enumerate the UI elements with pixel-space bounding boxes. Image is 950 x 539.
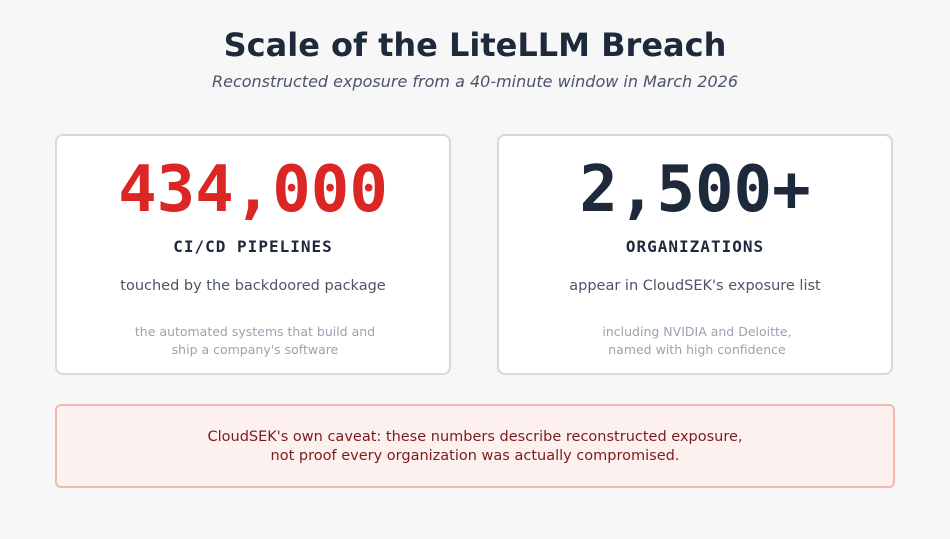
page-title: Scale of the LiteLLM Breach: [223, 26, 727, 64]
stat-description-organizations: appear in CloudSEK's exposure list: [569, 278, 821, 294]
stat-card-pipelines: 434,000 CI/CD PIPELINES touched by the b…: [55, 134, 451, 375]
stat-label-organizations: ORGANIZATIONS: [625, 237, 765, 256]
stat-label-pipelines: CI/CD PIPELINES: [173, 237, 333, 256]
stat-value-pipelines: 434,000: [118, 153, 388, 227]
stat-note-line: including NVIDIA and Deloitte,: [602, 324, 792, 339]
stat-note-organizations: including NVIDIA and Deloitte, named wit…: [539, 323, 855, 359]
stat-note-line: the automated systems that build and: [134, 324, 376, 339]
caveat-line: CloudSEK's own caveat: these numbers des…: [207, 429, 743, 445]
stat-description-pipelines: touched by the backdoored package: [120, 278, 386, 294]
stat-value-organizations: 2,500+: [579, 153, 811, 227]
stat-card-organizations: 2,500+ ORGANIZATIONS appear in CloudSEK'…: [497, 134, 893, 375]
caveat-banner: CloudSEK's own caveat: these numbers des…: [55, 404, 895, 488]
stat-note-pipelines: the automated systems that build and shi…: [97, 323, 413, 359]
caveat-line: not proof every organization was actuall…: [270, 448, 680, 464]
stat-note-line: ship a company's software: [171, 342, 339, 357]
stat-note-line: named with high confidence: [608, 342, 786, 357]
page-subtitle: Reconstructed exposure from a 40-minute …: [211, 72, 738, 91]
